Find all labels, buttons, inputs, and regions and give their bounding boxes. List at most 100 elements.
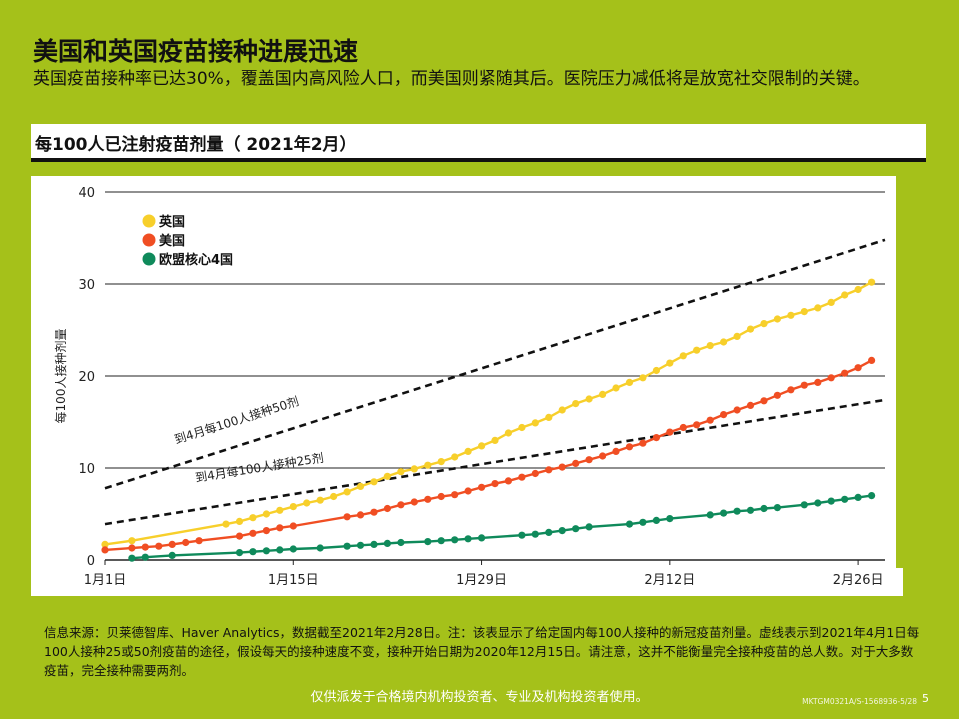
series-point-1 (706, 342, 714, 350)
chart-heading: 每100人已注射疫苗剂量（ 2021年2月） (35, 135, 357, 155)
y-tick-label: 0 (87, 554, 95, 569)
series-point-1 (222, 520, 230, 528)
series-point-3 (531, 530, 539, 538)
series-point-2 (531, 469, 539, 478)
series-point-1 (128, 537, 136, 545)
series-point-2 (787, 386, 795, 394)
series-point-1 (356, 482, 365, 490)
series-point-2 (814, 378, 822, 386)
legend-label-1: 英国 (158, 214, 185, 230)
series-point-3 (518, 531, 526, 539)
series-point-1 (383, 472, 391, 480)
series-point-2 (101, 546, 109, 554)
series-point-2 (504, 477, 512, 485)
series-point-1 (235, 517, 244, 525)
series-point-1 (343, 488, 351, 496)
series-point-1 (599, 390, 607, 398)
series-point-3 (141, 553, 149, 561)
reference-line-label-2: 到4月每100人接种25剂 (194, 450, 325, 485)
series-point-3 (289, 545, 297, 553)
series-point-3 (868, 492, 876, 500)
series-point-1 (693, 346, 701, 354)
series-point-2 (128, 544, 136, 552)
series-point-3 (585, 523, 593, 531)
y-tick-label: 20 (78, 370, 95, 385)
series-point-3 (168, 551, 176, 559)
series-point-1 (572, 400, 580, 408)
series-point-3 (572, 525, 580, 533)
series-point-3 (760, 504, 768, 513)
series-point-3 (249, 548, 257, 556)
series-point-2 (343, 513, 351, 521)
series-point-2 (746, 401, 755, 409)
series-point-1 (330, 492, 338, 501)
document-code: MKTGM0321A/S-1568936-5/28 (802, 697, 917, 706)
series-point-2 (155, 542, 163, 550)
legend-marker-1 (142, 214, 156, 228)
series-point-2 (397, 501, 405, 509)
chart-panel: 0 10 20 30 40 1月1日 1月15日 1月29日 2月12日 2月26日 每100人接种… (31, 176, 896, 596)
x-tick-label: 1月29日 (456, 573, 507, 588)
legend-label-3: 欧盟核心4国 (159, 252, 233, 268)
series-point-2 (182, 538, 190, 547)
series-point-2 (599, 452, 607, 460)
series-point-1 (424, 461, 432, 469)
series-point-2 (800, 381, 808, 389)
series-point-1 (464, 447, 472, 455)
series-point-2 (854, 364, 862, 372)
series-point-1 (370, 478, 378, 486)
y-tick-label: 30 (78, 278, 95, 293)
series-point-2 (545, 466, 553, 474)
x-tick-label: 2月26日 (833, 573, 884, 588)
series-point-2 (356, 511, 365, 519)
x-tick-label: 2月12日 (644, 573, 695, 588)
series-point-1 (814, 304, 822, 312)
series-point-2 (464, 487, 472, 495)
series-point-2 (195, 537, 203, 545)
series-point-3 (424, 538, 432, 546)
series-point-2 (760, 397, 768, 405)
page-number: 5 (922, 692, 929, 705)
reference-line-1 (104, 238, 886, 490)
x-tick-label: 1月1日 (84, 573, 127, 588)
series-point-3 (397, 538, 405, 547)
series-point-3 (276, 546, 284, 554)
series-point-1 (773, 315, 782, 323)
series-point-1 (451, 453, 459, 461)
series-point-3 (478, 534, 486, 542)
series-point-3 (370, 540, 378, 548)
series-point-3 (128, 554, 136, 562)
series-point-2 (262, 527, 270, 535)
series-point-2 (773, 391, 782, 399)
series-point-2 (437, 492, 445, 501)
x-tick-label: 1月15日 (268, 573, 319, 588)
series-point-2 (679, 423, 687, 432)
series-point-2 (693, 421, 701, 429)
series-point-1 (787, 311, 795, 319)
series-point-2 (733, 406, 741, 414)
series-point-1 (733, 332, 741, 340)
chart-heading-bar: 每100人已注射疫苗剂量（ 2021年2月） (31, 124, 926, 162)
series-point-1 (558, 406, 566, 414)
series-point-1 (397, 468, 405, 476)
series-point-3 (343, 542, 351, 550)
series-point-1 (746, 325, 755, 333)
series-point-3 (666, 515, 674, 523)
series-point-2 (720, 411, 728, 419)
series-point-2 (141, 543, 149, 551)
series-point-3 (235, 549, 244, 557)
series-point-3 (733, 507, 741, 515)
source-footnote: 信息来源：贝莱德智库、Haver Analytics，数据截至2021年2月28… (44, 625, 920, 678)
series-point-2 (491, 480, 499, 488)
series-point-1 (868, 278, 876, 286)
series-point-1 (666, 359, 674, 367)
series-point-1 (303, 499, 311, 507)
series-point-2 (424, 495, 432, 503)
series-point-3 (706, 511, 714, 519)
series-point-2 (612, 447, 620, 455)
series-point-1 (585, 395, 593, 403)
series-point-2 (652, 434, 661, 442)
footer-disclaimer: 仅供派发于合格境内机构投资者、专业及机构投资者使用。 (310, 690, 649, 705)
series-point-2 (868, 356, 876, 364)
series-point-3 (639, 518, 647, 526)
